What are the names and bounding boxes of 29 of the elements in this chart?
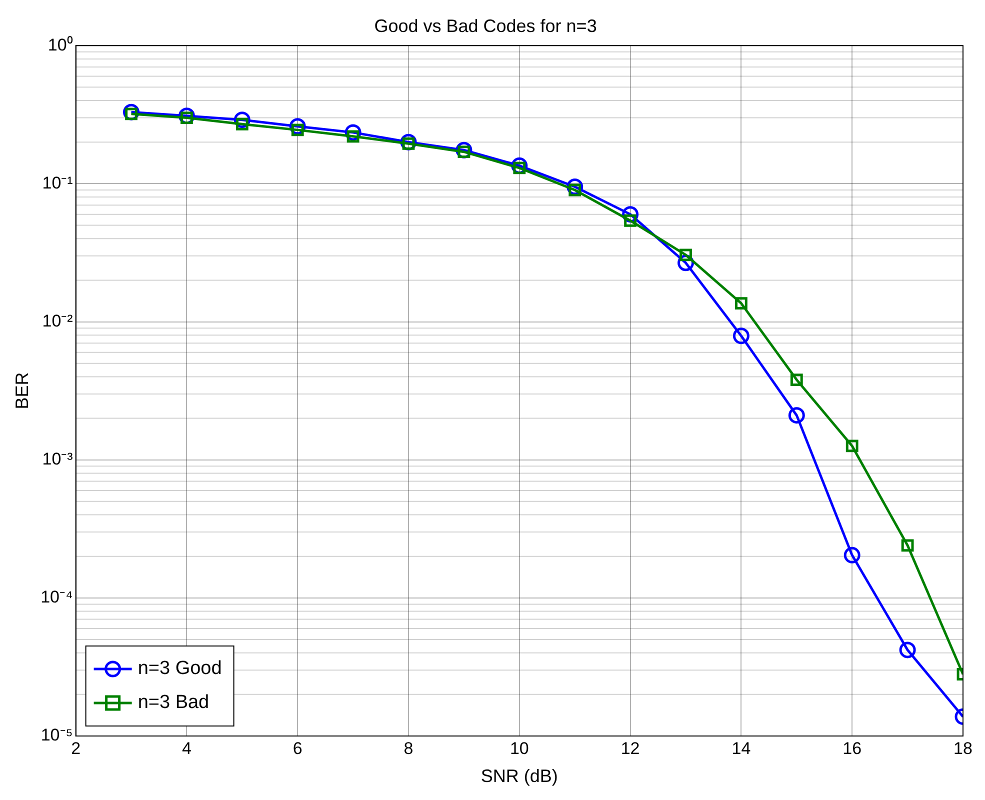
x-tick-label: 14 xyxy=(732,738,751,758)
point xyxy=(790,374,803,386)
point xyxy=(680,248,692,262)
point xyxy=(846,440,858,452)
x-tick-label: 2 xyxy=(71,738,81,758)
x-tick-label: 18 xyxy=(954,738,972,758)
y-axis-title: BER xyxy=(12,372,32,410)
point xyxy=(901,539,914,552)
point xyxy=(735,297,748,310)
y-tick-label: 10⁻² xyxy=(42,311,74,330)
x-tick-label: 12 xyxy=(620,738,640,758)
x-tick-label: 4 xyxy=(182,738,192,758)
x-tick-label: 6 xyxy=(292,738,302,758)
x-tick-label: 16 xyxy=(842,738,862,758)
point xyxy=(788,407,805,424)
x-tick-label: 8 xyxy=(404,738,414,758)
x-tick-label: 10 xyxy=(510,738,529,758)
y-tick-label: 10⁰ xyxy=(48,35,73,54)
point xyxy=(844,546,860,564)
chart-title: Good vs Bad Codes for n=3 xyxy=(374,16,597,36)
point xyxy=(899,642,916,658)
y-tick-label: 10⁻¹ xyxy=(42,173,74,192)
legend-label: n=3 Bad xyxy=(138,692,210,714)
legend-label: n=3 Good xyxy=(138,658,222,680)
y-tick-label: 10⁻³ xyxy=(42,450,74,469)
y-tick-label: 10⁻⁵ xyxy=(40,726,73,745)
y-tick-label: 10⁻⁴ xyxy=(40,588,73,607)
point xyxy=(732,328,750,344)
x-axis-title: SNR (dB) xyxy=(480,766,558,786)
